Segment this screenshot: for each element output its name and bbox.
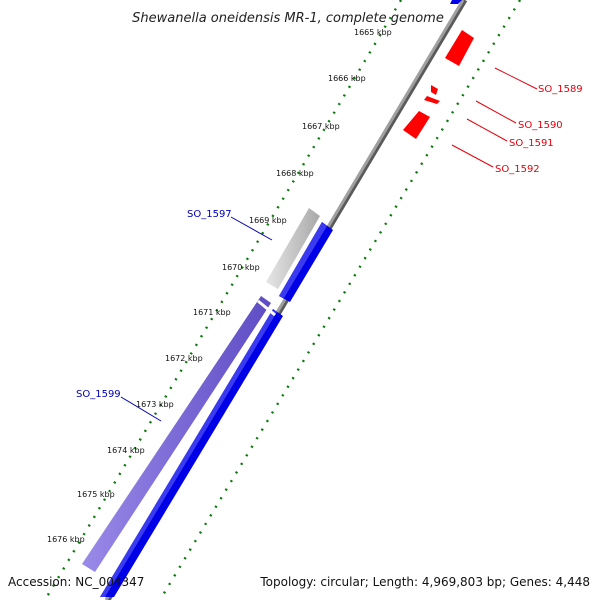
gene-block-top: [450, 0, 462, 4]
gene-so-1597: [266, 208, 320, 289]
tick-label: 1667 kbp: [302, 122, 340, 131]
tick-label: 1671 kbp: [193, 308, 231, 317]
gene-so-1591: [424, 96, 440, 104]
outer-scale-ring: [158, 0, 522, 600]
gene-label-so-1597[interactable]: SO_1597: [187, 209, 232, 220]
leader-line-so-1599: [120, 396, 162, 422]
leader-line-so-1597: [230, 216, 273, 241]
tick-label: 1673 kbp: [136, 400, 174, 409]
leader-line-so-1592: [451, 144, 494, 168]
leader-line-so-1590: [475, 100, 517, 124]
tick-label: 1668 kbp: [276, 169, 314, 178]
tick-label: 1665 kbp: [354, 28, 392, 37]
tick-label: 1670 kbp: [222, 263, 260, 272]
gene-block-lower-edge: [100, 309, 277, 597]
tick-label: 1666 kbp: [328, 74, 366, 83]
leader-line-so-1589: [494, 67, 538, 90]
feature-gap: [257, 299, 276, 317]
gene-so-1599: [82, 296, 271, 572]
gene-label-so-1599[interactable]: SO_1599: [76, 389, 121, 400]
tick-label: 1669 kbp: [249, 216, 287, 225]
gene-label-so-1592[interactable]: SO_1592: [495, 164, 540, 175]
accession-text: Accession: NC_004347: [8, 575, 144, 589]
tick-label: 1674 kbp: [107, 446, 145, 455]
topology-text: Topology: circular; Length: 4,969,803 bp…: [259, 575, 590, 589]
gene-so-1589: [445, 30, 474, 66]
tick-label: 1675 kbp: [77, 490, 115, 499]
gene-so-1592: [403, 111, 430, 139]
gene-label-so-1591[interactable]: SO_1591: [509, 138, 554, 149]
tick-label: 1672 kbp: [165, 354, 203, 363]
genome-title: Shewanella oneidensis MR-1, complete gen…: [132, 11, 444, 26]
leader-line-so-1591: [466, 118, 508, 142]
gene-label-so-1590[interactable]: SO_1590: [518, 120, 563, 131]
tick-label: 1676 kbp: [47, 535, 85, 544]
gene-block-upper-edge: [279, 222, 327, 298]
gene-so-1590: [431, 85, 438, 95]
inner-scale-ring: [43, 0, 403, 600]
gene-label-so-1589[interactable]: SO_1589: [538, 84, 583, 95]
